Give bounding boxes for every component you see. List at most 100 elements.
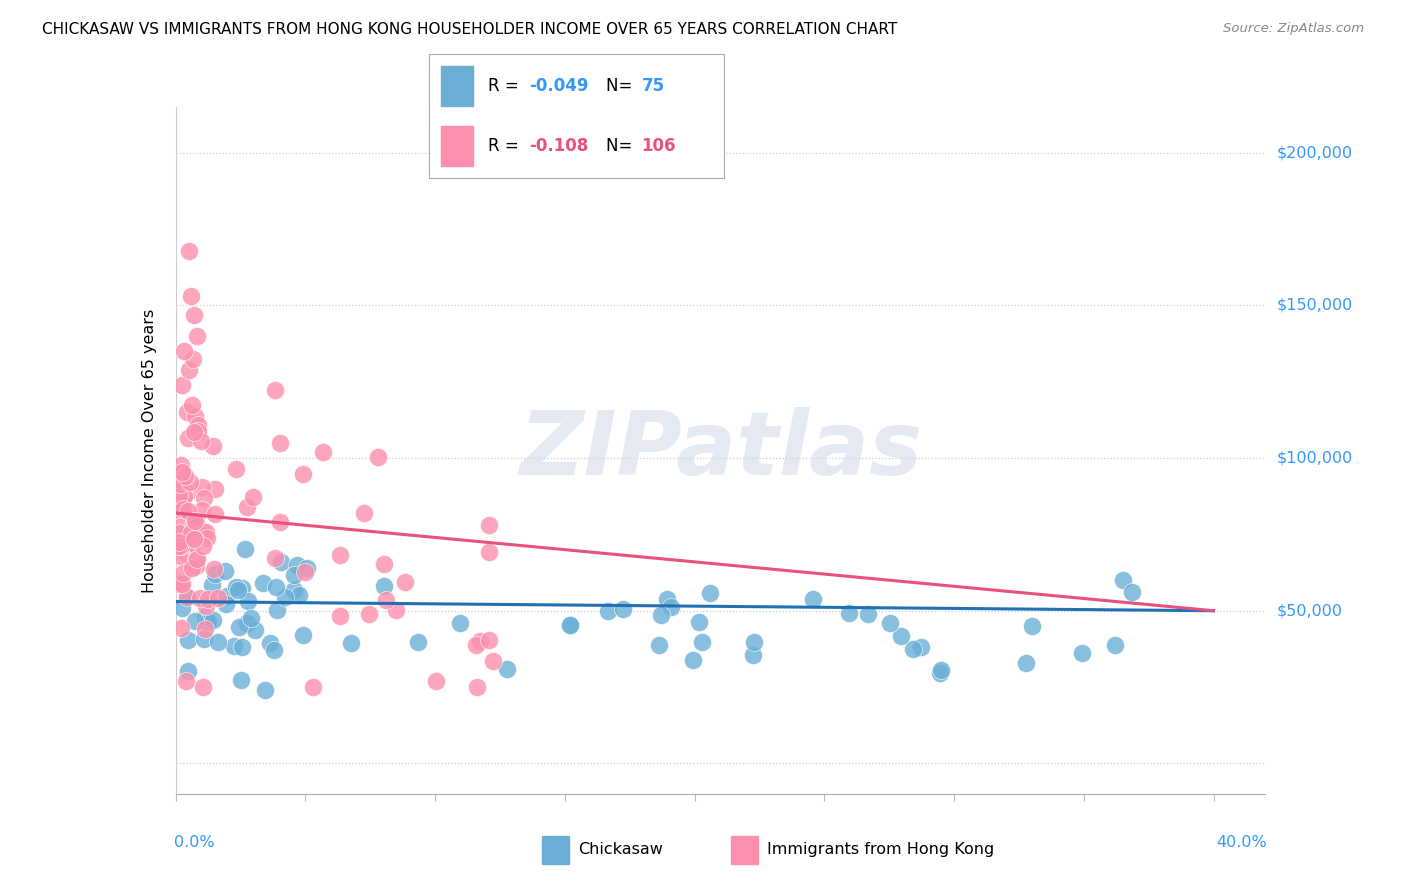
- Point: [188, 591, 211, 606]
- Point: [231, 640, 253, 655]
- Point: [406, 635, 429, 649]
- Point: [236, 615, 259, 630]
- Point: [204, 482, 226, 496]
- Point: [184, 514, 207, 528]
- Point: [596, 604, 619, 618]
- Point: [291, 467, 314, 482]
- Point: [183, 517, 205, 532]
- Point: [207, 635, 229, 649]
- Point: [179, 475, 201, 489]
- Point: [167, 466, 190, 480]
- Point: [169, 501, 191, 516]
- Text: ZIPatlas: ZIPatlas: [519, 407, 922, 494]
- Text: R =: R =: [488, 137, 524, 155]
- Point: [170, 473, 193, 487]
- Point: [181, 351, 204, 366]
- Point: [186, 552, 208, 566]
- Point: [190, 480, 212, 494]
- Text: $150,000: $150,000: [1277, 298, 1353, 313]
- Point: [742, 648, 765, 662]
- Point: [169, 477, 191, 491]
- Point: [285, 558, 308, 572]
- Point: [180, 526, 202, 541]
- Point: [367, 450, 389, 464]
- Y-axis label: Householder Income Over 65 years: Householder Income Over 65 years: [142, 309, 157, 592]
- Point: [929, 663, 952, 677]
- Point: [385, 603, 408, 617]
- Point: [177, 244, 200, 258]
- Point: [929, 666, 952, 681]
- Point: [226, 582, 249, 597]
- Point: [263, 384, 285, 398]
- Point: [170, 465, 193, 479]
- Point: [193, 539, 215, 553]
- Point: [193, 680, 215, 694]
- Point: [169, 525, 191, 540]
- Point: [478, 632, 501, 647]
- Point: [1015, 656, 1038, 670]
- Text: -0.049: -0.049: [529, 77, 589, 95]
- Point: [191, 524, 214, 539]
- Point: [174, 469, 197, 483]
- Point: [204, 567, 226, 582]
- Point: [357, 607, 380, 621]
- Point: [167, 535, 190, 549]
- Text: R =: R =: [488, 77, 524, 95]
- Point: [1112, 573, 1135, 587]
- Point: [291, 628, 314, 642]
- Point: [558, 617, 581, 632]
- Point: [283, 583, 305, 598]
- Point: [682, 653, 704, 667]
- Point: [302, 680, 325, 694]
- Point: [353, 506, 375, 520]
- Point: [170, 577, 193, 591]
- Point: [194, 599, 217, 614]
- Point: [169, 504, 191, 518]
- Point: [176, 591, 198, 605]
- Point: [179, 363, 201, 377]
- Point: [180, 398, 202, 412]
- Point: [231, 581, 253, 595]
- Point: [373, 558, 395, 572]
- Point: [340, 636, 363, 650]
- Point: [650, 608, 672, 623]
- Point: [263, 643, 285, 657]
- Point: [329, 549, 352, 563]
- Text: Source: ZipAtlas.com: Source: ZipAtlas.com: [1223, 22, 1364, 36]
- Point: [699, 586, 721, 600]
- Point: [184, 409, 207, 424]
- Point: [180, 561, 202, 575]
- Point: [195, 525, 218, 540]
- Point: [170, 377, 193, 392]
- Point: [186, 329, 208, 343]
- Point: [204, 508, 226, 522]
- Point: [177, 503, 200, 517]
- Point: [193, 491, 215, 505]
- Point: [202, 562, 225, 576]
- Point: [243, 623, 266, 637]
- Bar: [440, 66, 472, 106]
- Point: [259, 636, 281, 650]
- Point: [186, 559, 208, 574]
- Point: [173, 344, 195, 359]
- Point: [659, 600, 682, 615]
- Point: [468, 634, 491, 648]
- Text: N=: N=: [606, 137, 637, 155]
- Text: $50,000: $50,000: [1277, 603, 1343, 618]
- Point: [186, 518, 208, 533]
- Point: [176, 404, 198, 418]
- Bar: [543, 836, 569, 863]
- Point: [838, 607, 860, 621]
- Point: [253, 683, 276, 698]
- Point: [207, 591, 229, 605]
- Point: [274, 590, 297, 604]
- Point: [176, 591, 198, 605]
- Point: [194, 610, 217, 624]
- Point: [174, 546, 197, 560]
- Point: [269, 435, 291, 450]
- Point: [170, 578, 193, 592]
- Point: [295, 561, 318, 575]
- Point: [194, 622, 217, 636]
- Text: $100,000: $100,000: [1277, 450, 1353, 466]
- Point: [174, 673, 197, 688]
